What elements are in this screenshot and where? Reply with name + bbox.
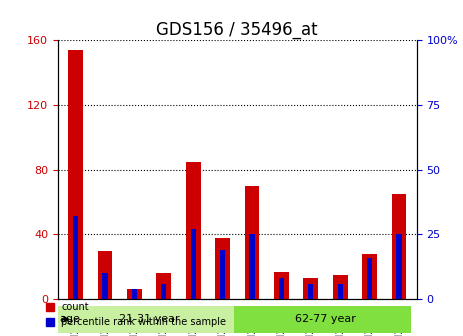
Bar — [362, 254, 377, 299]
Bar — [191, 229, 196, 299]
Bar — [73, 216, 78, 299]
Title: GDS156 / 35496_at: GDS156 / 35496_at — [156, 21, 318, 39]
Bar — [308, 284, 313, 299]
Bar — [98, 251, 113, 299]
Bar — [367, 258, 372, 299]
Text: age: age — [59, 314, 80, 324]
Text: 21-31 year: 21-31 year — [119, 314, 179, 324]
Bar — [396, 235, 401, 299]
Text: 62-77 year: 62-77 year — [295, 314, 356, 324]
Bar — [220, 250, 225, 299]
Bar — [244, 186, 259, 299]
Bar — [338, 284, 343, 299]
Bar — [274, 271, 289, 299]
Bar — [279, 278, 284, 299]
Bar — [215, 238, 230, 299]
Bar — [161, 284, 166, 299]
Legend: count, percentile rank within the sample: count, percentile rank within the sample — [42, 298, 230, 331]
Bar — [333, 275, 348, 299]
Bar — [68, 50, 83, 299]
Bar — [234, 306, 411, 333]
Bar — [132, 289, 137, 299]
Bar — [186, 162, 200, 299]
Bar — [392, 194, 407, 299]
Bar — [102, 273, 107, 299]
Bar — [127, 289, 142, 299]
Bar — [303, 278, 318, 299]
Bar — [156, 273, 171, 299]
Bar — [250, 235, 255, 299]
Bar — [58, 306, 234, 333]
